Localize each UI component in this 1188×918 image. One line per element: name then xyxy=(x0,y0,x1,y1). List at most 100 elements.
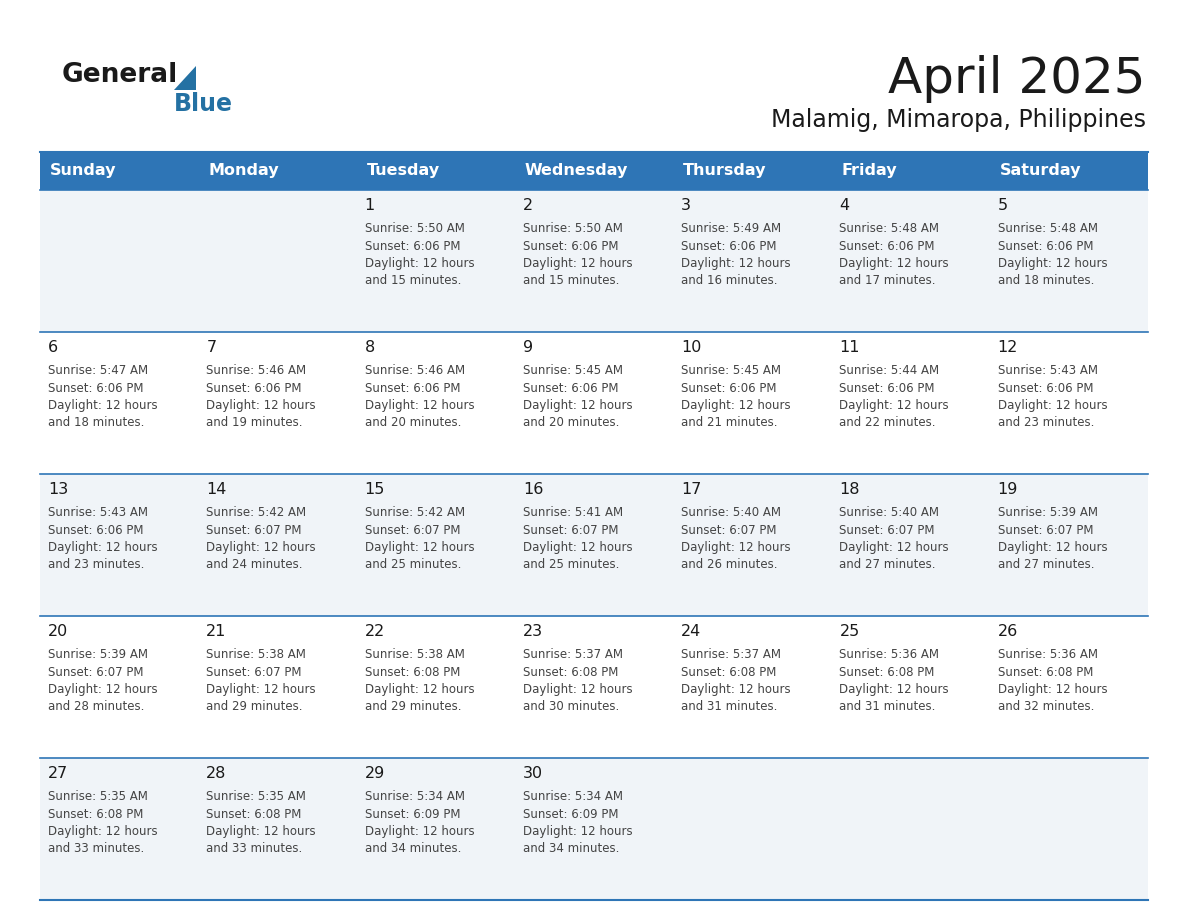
Text: Daylight: 12 hours: Daylight: 12 hours xyxy=(523,683,632,696)
Text: Sunrise: 5:48 AM: Sunrise: 5:48 AM xyxy=(998,222,1098,235)
Text: Sunrise: 5:34 AM: Sunrise: 5:34 AM xyxy=(523,790,623,803)
Text: Sunset: 6:07 PM: Sunset: 6:07 PM xyxy=(998,523,1093,536)
Text: Daylight: 12 hours: Daylight: 12 hours xyxy=(523,257,632,270)
Text: 28: 28 xyxy=(207,766,227,781)
Text: Sunrise: 5:46 AM: Sunrise: 5:46 AM xyxy=(365,364,465,377)
Text: Daylight: 12 hours: Daylight: 12 hours xyxy=(207,683,316,696)
Text: 26: 26 xyxy=(998,624,1018,639)
Text: Sunrise: 5:47 AM: Sunrise: 5:47 AM xyxy=(48,364,148,377)
Text: Sunrise: 5:37 AM: Sunrise: 5:37 AM xyxy=(681,648,782,661)
Text: Sunrise: 5:43 AM: Sunrise: 5:43 AM xyxy=(48,506,148,519)
Text: and 29 minutes.: and 29 minutes. xyxy=(207,700,303,713)
Bar xyxy=(40,474,1148,616)
Text: Sunset: 6:09 PM: Sunset: 6:09 PM xyxy=(523,808,619,821)
Text: and 26 minutes.: and 26 minutes. xyxy=(681,558,778,572)
Text: Sunrise: 5:36 AM: Sunrise: 5:36 AM xyxy=(998,648,1098,661)
Text: and 25 minutes.: and 25 minutes. xyxy=(523,558,619,572)
Text: 19: 19 xyxy=(998,482,1018,497)
Text: Sunrise: 5:45 AM: Sunrise: 5:45 AM xyxy=(681,364,782,377)
Text: 7: 7 xyxy=(207,340,216,355)
Text: Daylight: 12 hours: Daylight: 12 hours xyxy=(998,541,1107,554)
Text: and 15 minutes.: and 15 minutes. xyxy=(365,274,461,287)
Text: 6: 6 xyxy=(48,340,58,355)
Text: 27: 27 xyxy=(48,766,68,781)
Bar xyxy=(832,152,990,190)
Text: and 15 minutes.: and 15 minutes. xyxy=(523,274,619,287)
Text: and 21 minutes.: and 21 minutes. xyxy=(681,417,778,430)
Text: 16: 16 xyxy=(523,482,543,497)
Bar xyxy=(40,190,1148,332)
Text: Daylight: 12 hours: Daylight: 12 hours xyxy=(840,541,949,554)
Text: Daylight: 12 hours: Daylight: 12 hours xyxy=(365,399,474,412)
Text: 12: 12 xyxy=(998,340,1018,355)
Text: Daylight: 12 hours: Daylight: 12 hours xyxy=(681,683,791,696)
Text: and 23 minutes.: and 23 minutes. xyxy=(998,417,1094,430)
Text: Daylight: 12 hours: Daylight: 12 hours xyxy=(998,399,1107,412)
Text: Daylight: 12 hours: Daylight: 12 hours xyxy=(840,399,949,412)
Text: Sunrise: 5:38 AM: Sunrise: 5:38 AM xyxy=(365,648,465,661)
Text: Sunrise: 5:46 AM: Sunrise: 5:46 AM xyxy=(207,364,307,377)
Bar xyxy=(40,758,1148,900)
Text: Sunrise: 5:44 AM: Sunrise: 5:44 AM xyxy=(840,364,940,377)
Text: Daylight: 12 hours: Daylight: 12 hours xyxy=(523,825,632,838)
Bar xyxy=(674,152,832,190)
Text: Daylight: 12 hours: Daylight: 12 hours xyxy=(681,257,791,270)
Text: 18: 18 xyxy=(840,482,860,497)
Text: Sunrise: 5:39 AM: Sunrise: 5:39 AM xyxy=(998,506,1098,519)
Text: Daylight: 12 hours: Daylight: 12 hours xyxy=(48,683,158,696)
Text: 24: 24 xyxy=(681,624,701,639)
Text: Wednesday: Wednesday xyxy=(525,163,628,178)
Text: Thursday: Thursday xyxy=(683,163,766,178)
Text: Sunset: 6:06 PM: Sunset: 6:06 PM xyxy=(48,382,144,395)
Bar xyxy=(40,616,1148,758)
Text: 14: 14 xyxy=(207,482,227,497)
Text: Sunset: 6:06 PM: Sunset: 6:06 PM xyxy=(365,382,460,395)
Text: Daylight: 12 hours: Daylight: 12 hours xyxy=(48,825,158,838)
Text: Sunrise: 5:35 AM: Sunrise: 5:35 AM xyxy=(48,790,147,803)
Text: Daylight: 12 hours: Daylight: 12 hours xyxy=(681,541,791,554)
Text: Sunrise: 5:42 AM: Sunrise: 5:42 AM xyxy=(365,506,465,519)
Text: Malamig, Mimaropa, Philippines: Malamig, Mimaropa, Philippines xyxy=(771,108,1146,132)
Text: Sunset: 6:08 PM: Sunset: 6:08 PM xyxy=(207,808,302,821)
Bar xyxy=(40,152,198,190)
Text: Sunset: 6:06 PM: Sunset: 6:06 PM xyxy=(840,382,935,395)
Text: Sunset: 6:07 PM: Sunset: 6:07 PM xyxy=(840,523,935,536)
Text: Daylight: 12 hours: Daylight: 12 hours xyxy=(523,399,632,412)
Text: and 33 minutes.: and 33 minutes. xyxy=(207,843,303,856)
Text: Sunrise: 5:36 AM: Sunrise: 5:36 AM xyxy=(840,648,940,661)
Text: Daylight: 12 hours: Daylight: 12 hours xyxy=(365,541,474,554)
Text: 4: 4 xyxy=(840,198,849,213)
Polygon shape xyxy=(173,66,196,90)
Text: and 20 minutes.: and 20 minutes. xyxy=(365,417,461,430)
Text: Sunset: 6:06 PM: Sunset: 6:06 PM xyxy=(365,240,460,252)
Text: and 29 minutes.: and 29 minutes. xyxy=(365,700,461,713)
Text: Daylight: 12 hours: Daylight: 12 hours xyxy=(48,541,158,554)
Text: Sunset: 6:08 PM: Sunset: 6:08 PM xyxy=(840,666,935,678)
Text: Sunrise: 5:48 AM: Sunrise: 5:48 AM xyxy=(840,222,940,235)
Text: Sunrise: 5:35 AM: Sunrise: 5:35 AM xyxy=(207,790,307,803)
Text: and 22 minutes.: and 22 minutes. xyxy=(840,417,936,430)
Text: Sunset: 6:06 PM: Sunset: 6:06 PM xyxy=(207,382,302,395)
Text: 25: 25 xyxy=(840,624,860,639)
Text: Daylight: 12 hours: Daylight: 12 hours xyxy=(365,825,474,838)
Text: Sunset: 6:07 PM: Sunset: 6:07 PM xyxy=(48,666,144,678)
Text: Daylight: 12 hours: Daylight: 12 hours xyxy=(48,399,158,412)
Text: Sunrise: 5:37 AM: Sunrise: 5:37 AM xyxy=(523,648,623,661)
Text: and 33 minutes.: and 33 minutes. xyxy=(48,843,144,856)
Text: and 32 minutes.: and 32 minutes. xyxy=(998,700,1094,713)
Text: Blue: Blue xyxy=(173,92,233,116)
Text: Daylight: 12 hours: Daylight: 12 hours xyxy=(840,257,949,270)
Bar xyxy=(990,152,1148,190)
Text: Sunset: 6:07 PM: Sunset: 6:07 PM xyxy=(207,523,302,536)
Text: Sunset: 6:08 PM: Sunset: 6:08 PM xyxy=(365,666,460,678)
Text: and 27 minutes.: and 27 minutes. xyxy=(998,558,1094,572)
Text: Sunrise: 5:40 AM: Sunrise: 5:40 AM xyxy=(840,506,940,519)
Text: and 19 minutes.: and 19 minutes. xyxy=(207,417,303,430)
Text: and 25 minutes.: and 25 minutes. xyxy=(365,558,461,572)
Text: and 24 minutes.: and 24 minutes. xyxy=(207,558,303,572)
Text: Sunset: 6:06 PM: Sunset: 6:06 PM xyxy=(681,240,777,252)
Text: Sunset: 6:06 PM: Sunset: 6:06 PM xyxy=(523,382,619,395)
Text: 15: 15 xyxy=(365,482,385,497)
Text: 13: 13 xyxy=(48,482,68,497)
Text: 20: 20 xyxy=(48,624,68,639)
